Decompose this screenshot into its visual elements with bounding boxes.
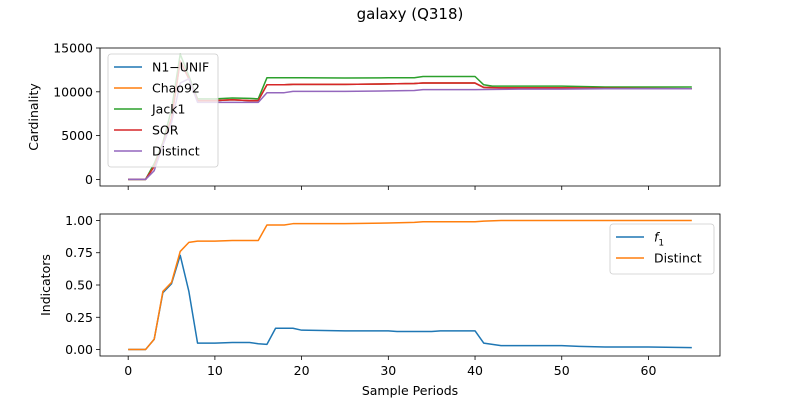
legend-box xyxy=(609,223,715,275)
x-tick-label: 10 xyxy=(207,363,223,378)
axes-frame xyxy=(99,47,721,187)
legend-entry: Chao92 xyxy=(152,81,200,96)
indicators-panel: 0 10 20 30 40 50 60 0.00 0.25 0.50 0.75 1.00 Indicat… xyxy=(38,213,721,398)
legend-entry: f1 xyxy=(654,230,664,249)
series-line-1-1 xyxy=(128,219,692,351)
legend: f1 Distinct xyxy=(609,223,715,275)
x-axis-label: Sample Periods xyxy=(362,383,458,398)
x-tick-label: 20 xyxy=(294,363,310,378)
legend-entry: N1−UNIF xyxy=(152,60,209,75)
x-tick-label: 50 xyxy=(554,363,570,378)
legend-entry: Distinct xyxy=(152,144,200,159)
y-tick-label: 0.75 xyxy=(65,245,93,260)
y-tick-label: 0 xyxy=(85,172,93,187)
y-axis-label: Indicators xyxy=(38,254,53,316)
figure-title: galaxy (Q318) xyxy=(357,5,464,23)
legend-entry: Distinct xyxy=(654,251,702,266)
y-tick-label: 0.50 xyxy=(65,278,93,293)
cardinality-panel: 0 5000 10000 15000 Cardinality N1−UNIF Chao92 J… xyxy=(26,41,721,190)
x-tick-label: 0 xyxy=(124,363,132,378)
x-tick-label: 60 xyxy=(641,363,657,378)
x-tick-label: 30 xyxy=(380,363,396,378)
y-tick-label: 5000 xyxy=(61,128,93,143)
y-tick-label: 0.00 xyxy=(65,342,93,357)
legend-entry: Jack1 xyxy=(151,102,185,117)
series-line-1-0 xyxy=(128,254,692,351)
y-tick-label: 0.25 xyxy=(65,310,93,325)
legend: N1−UNIF Chao92 Jack1 SOR Distinct xyxy=(107,53,219,168)
x-tick-label: 40 xyxy=(467,363,483,378)
legend-entry: SOR xyxy=(152,123,179,138)
y-tick-label: 1.00 xyxy=(65,213,93,228)
legend-box xyxy=(107,53,219,168)
y-axis-label: Cardinality xyxy=(26,83,41,151)
y-tick-label: 10000 xyxy=(53,84,93,99)
y-tick-label: 15000 xyxy=(53,41,93,56)
